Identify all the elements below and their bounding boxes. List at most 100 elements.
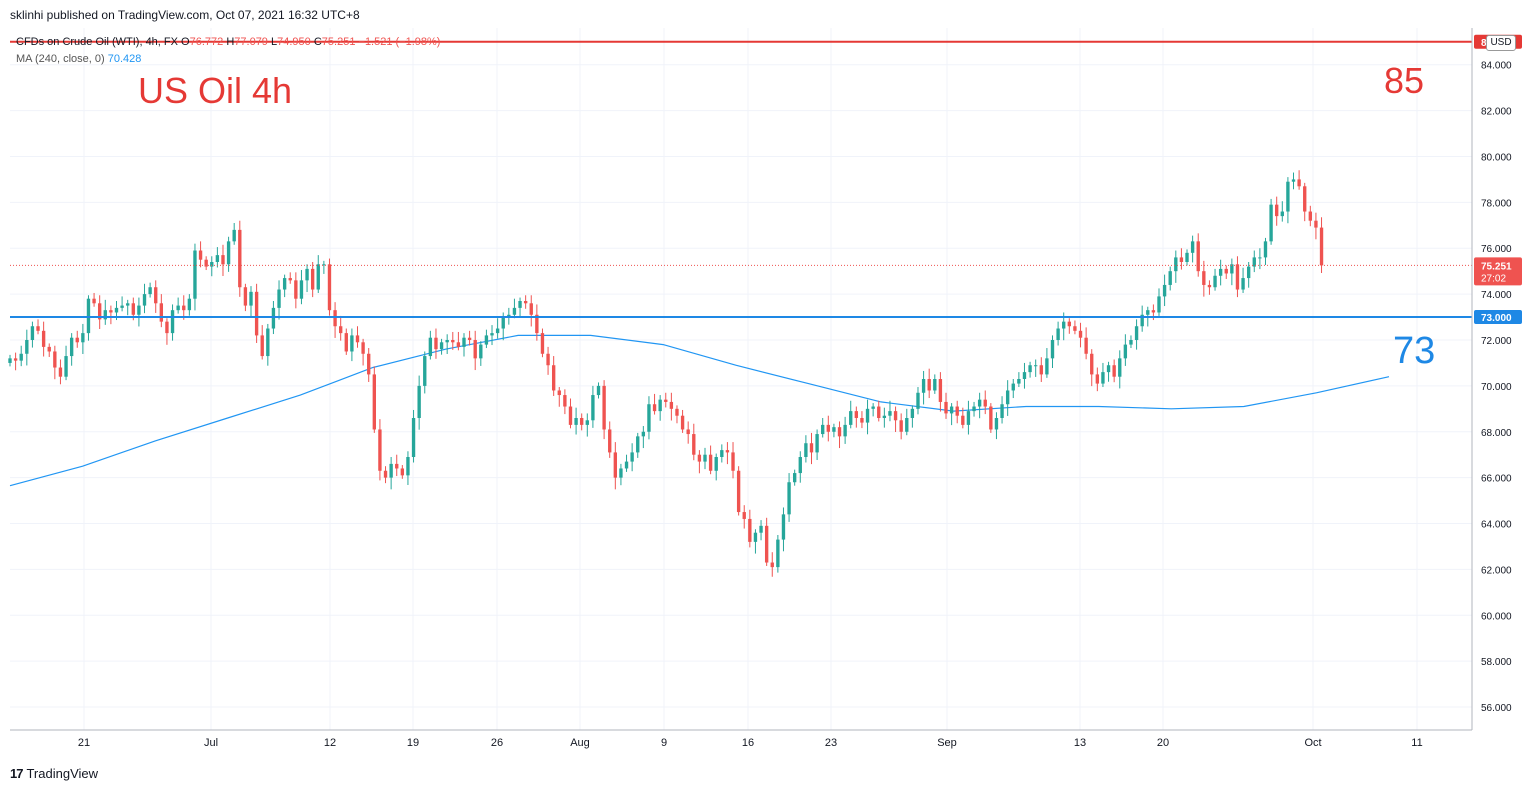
candle-body — [198, 250, 203, 260]
candle — [1101, 362, 1105, 388]
candle-body — [1258, 257, 1262, 259]
candle-body — [776, 539, 780, 568]
candle — [961, 407, 965, 429]
candle — [703, 447, 707, 470]
candle-body — [792, 473, 797, 483]
candle — [1140, 305, 1144, 332]
candle-body — [703, 454, 707, 462]
candle — [781, 507, 786, 552]
candle — [865, 399, 870, 435]
candle-body — [837, 427, 842, 437]
candle — [725, 442, 730, 465]
candle-body — [1263, 241, 1268, 258]
candle — [1005, 380, 1010, 416]
price-tick-label: 80.000 — [1481, 152, 1512, 163]
candle-body — [1230, 264, 1234, 274]
candle-body — [557, 390, 561, 396]
candle-body — [484, 335, 489, 345]
candle — [1157, 288, 1161, 316]
candle-body — [1050, 340, 1055, 359]
price-tick-label: 78.000 — [1481, 198, 1512, 209]
candle — [1106, 361, 1111, 382]
candle-body — [1062, 321, 1066, 329]
candle — [1218, 259, 1223, 286]
candle — [759, 520, 763, 541]
candle-body — [905, 418, 909, 432]
candle — [434, 328, 438, 359]
currency-button[interactable]: USD — [1486, 35, 1516, 51]
candle-body — [1039, 365, 1043, 375]
candle — [305, 264, 309, 293]
candle-body — [821, 424, 825, 435]
candle — [1162, 274, 1167, 307]
candle-body — [322, 264, 326, 266]
candle-body — [770, 562, 774, 568]
candle-body — [109, 310, 113, 313]
candle — [400, 465, 405, 479]
candle — [383, 466, 388, 484]
candle-body — [798, 457, 802, 474]
close-value: 75.251 — [321, 36, 356, 48]
candle-body — [114, 307, 119, 313]
candle-body — [686, 429, 690, 435]
candle-body — [154, 287, 158, 304]
candle — [221, 244, 225, 276]
candle — [1286, 177, 1290, 224]
price-tick-label: 58.000 — [1481, 657, 1512, 668]
candle — [1090, 349, 1094, 387]
candle — [871, 403, 875, 417]
candle — [512, 298, 517, 319]
candle — [1039, 357, 1043, 382]
candle — [41, 321, 46, 357]
candle-body — [1297, 179, 1301, 187]
candle — [809, 432, 814, 465]
candle — [893, 406, 898, 432]
candle — [210, 256, 214, 277]
ma-label: MA (240, close, 0) — [16, 53, 105, 65]
candle — [170, 304, 175, 341]
candle — [692, 423, 696, 461]
candle-body — [731, 452, 735, 471]
candle — [580, 413, 584, 431]
candle — [821, 418, 825, 438]
candle-body — [961, 415, 965, 425]
candle-body — [1028, 365, 1032, 373]
candle-body — [899, 420, 903, 432]
candle-body — [159, 303, 164, 322]
lower-level-annotation: 73 — [1393, 330, 1436, 372]
candle — [1314, 212, 1318, 240]
candle — [1095, 367, 1100, 392]
candle — [613, 442, 618, 490]
candle-body — [1174, 257, 1178, 272]
candle — [355, 326, 360, 348]
candle-body — [748, 518, 752, 542]
candle-body — [1235, 264, 1240, 290]
candle — [1185, 249, 1189, 266]
candle — [804, 435, 808, 463]
candle — [977, 392, 982, 419]
candle-body — [260, 335, 264, 357]
candle-body — [1017, 379, 1021, 384]
candle-body — [19, 353, 23, 361]
candle — [30, 321, 35, 348]
candle — [58, 359, 63, 385]
candle — [888, 400, 892, 422]
candle — [266, 323, 270, 366]
candle-body — [1022, 372, 1027, 379]
candle-body — [652, 404, 657, 412]
candle-body — [882, 415, 887, 418]
time-tick-label: 16 — [742, 737, 754, 749]
open-value: 76.772 — [189, 36, 224, 48]
candle-body — [400, 468, 405, 476]
candle-body — [479, 344, 483, 359]
candle — [742, 505, 746, 529]
candle — [989, 403, 993, 433]
candle — [540, 328, 545, 358]
tradingview-logo[interactable]: 17 TradingView — [10, 766, 98, 781]
candle — [451, 331, 455, 350]
candle — [277, 280, 281, 320]
candle — [126, 299, 130, 316]
candle-body — [1185, 252, 1189, 262]
